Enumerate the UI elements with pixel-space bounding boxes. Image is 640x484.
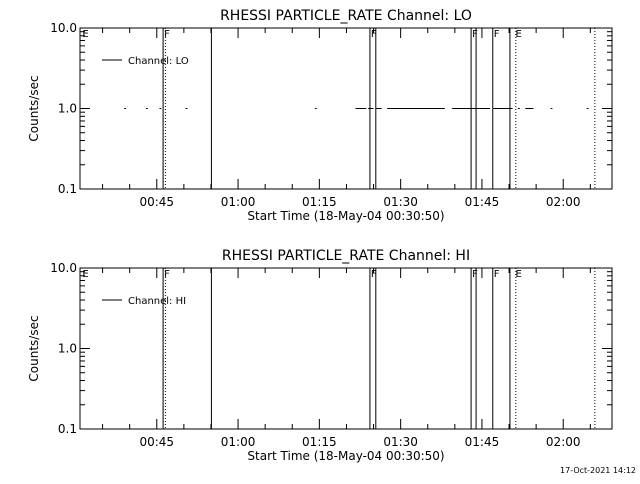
x-tick-label: 02:00 — [546, 195, 581, 209]
x-axis-label: Start Time (18-May-04 00:30:50) — [247, 209, 444, 223]
event-marker-label: E — [515, 269, 521, 280]
x-tick-label: 00:45 — [139, 195, 174, 209]
chart-panel-hi: RHESSI PARTICLE_RATE Channel: HI 0.1 1.0 10… — [27, 248, 613, 463]
legend-label: Channel: HI — [128, 296, 186, 307]
x-tick-label: 01:45 — [465, 435, 500, 449]
chart-title: RHESSI PARTICLE_RATE Channel: HI — [222, 248, 470, 264]
y-tick-label: 10.0 — [50, 261, 77, 275]
x-axis-label: Start Time (18-May-04 00:30:50) — [247, 449, 444, 463]
plot-frame — [79, 267, 613, 430]
event-marker-label: F — [494, 269, 500, 280]
event-marker-label: E — [82, 269, 88, 280]
event-marker-label: F — [164, 269, 170, 280]
y-tick-label: 10.0 — [50, 21, 77, 35]
event-marker-label: E — [82, 29, 88, 40]
y-tick-label: 1.0 — [58, 102, 77, 116]
x-tick-label: 01:15 — [302, 435, 337, 449]
x-tick-label: 01:30 — [383, 195, 418, 209]
x-tick-label: 01:00 — [221, 195, 256, 209]
chart-panel-lo: RHESSI PARTICLE_RATE Channel: LO 0.1 1.0 10… — [27, 8, 613, 223]
y-tick-label: 1.0 — [58, 342, 77, 356]
event-marker-label: F — [371, 269, 377, 280]
y-tick-label: 0.1 — [58, 422, 77, 436]
chart-title: RHESSI PARTICLE_RATE Channel: LO — [220, 8, 472, 24]
y-axis-label: Counts/sec — [27, 315, 41, 381]
event-marker-label: F — [494, 29, 500, 40]
event-marker-label: F — [371, 29, 377, 40]
y-axis-label: Counts/sec — [27, 75, 41, 141]
x-tick-label: 01:30 — [383, 435, 418, 449]
x-tick-label: 01:00 — [221, 435, 256, 449]
event-marker-label: F — [164, 29, 170, 40]
y-tick-label: 0.1 — [58, 182, 77, 196]
event-marker-label: F — [472, 29, 478, 40]
event-marker-label: E — [515, 29, 521, 40]
x-tick-label: 00:45 — [139, 435, 174, 449]
x-tick-label: 01:15 — [302, 195, 337, 209]
legend-label: Channel: LO — [128, 56, 189, 67]
event-marker-label: F — [472, 269, 478, 280]
x-tick-label: 02:00 — [546, 435, 581, 449]
footer-timestamp: 17-Oct-2021 14:12 — [560, 466, 636, 475]
x-tick-label: 01:45 — [465, 195, 500, 209]
